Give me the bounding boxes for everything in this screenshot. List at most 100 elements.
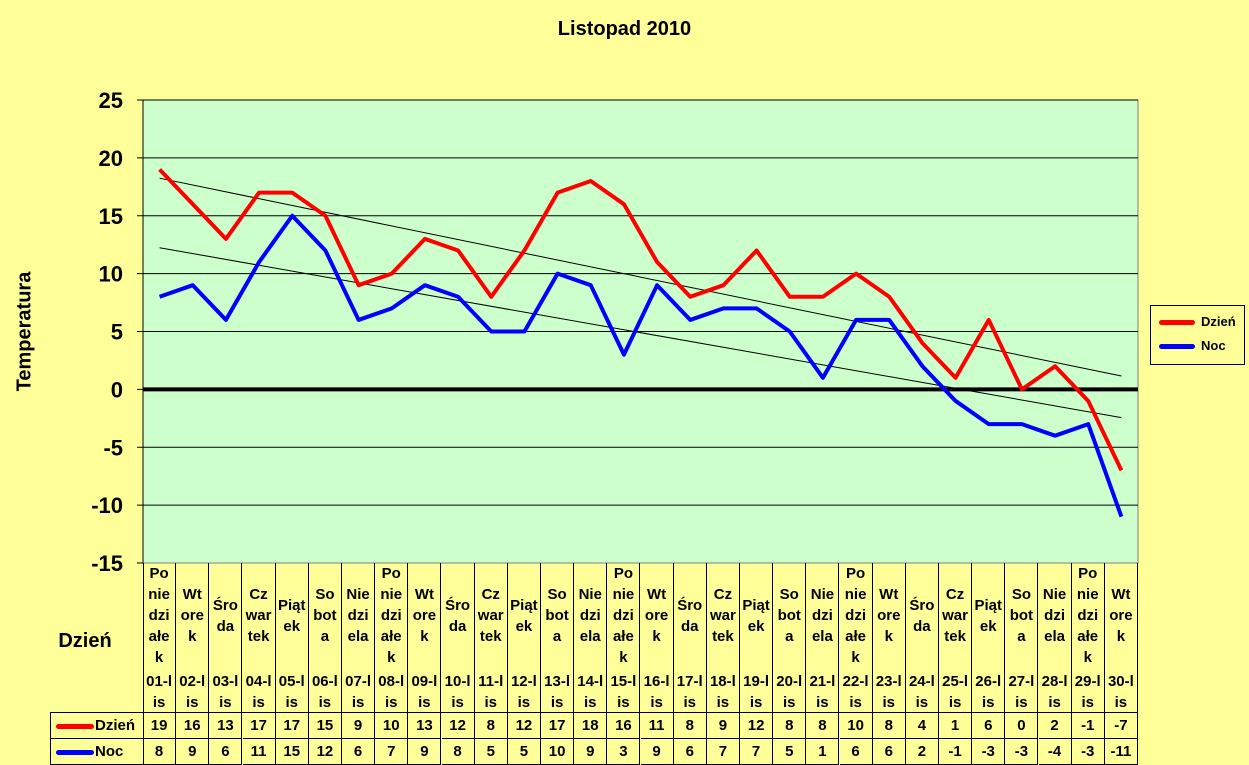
x-tick-label: 22-lis xyxy=(842,673,869,711)
category-column: Wtorek 09-lis xyxy=(408,563,442,713)
day-name-label: Piątek xyxy=(277,596,306,635)
data-label: 2 xyxy=(1038,713,1072,739)
day-name-label: Czwartek xyxy=(245,586,272,645)
data-label: 9 xyxy=(408,739,442,765)
day-name-label: Piątek xyxy=(510,596,538,635)
data-label: -3 xyxy=(1071,739,1105,765)
x-tick-label: 10-lis xyxy=(444,673,471,711)
data-label: 6 xyxy=(872,739,906,765)
data-label: 8 xyxy=(872,713,906,739)
day-name-label: Sobota xyxy=(777,586,801,645)
data-label: -1 xyxy=(1071,713,1105,739)
category-column: Niedziela 07-lis xyxy=(342,563,376,713)
data-label: 10 xyxy=(541,739,575,765)
data-label: 6 xyxy=(839,739,873,765)
category-column: Poniedziałek 15-lis xyxy=(607,563,641,713)
legend-label: Dzień xyxy=(1201,314,1236,329)
table-legend-Dzień: Dzień xyxy=(50,713,144,739)
legend-swatch xyxy=(1159,344,1195,349)
category-column: Sobota 20-lis xyxy=(773,563,807,713)
x-tick-label: 07-lis xyxy=(345,673,371,711)
day-name-label: Wtorek xyxy=(644,586,669,645)
day-name-label: Środa xyxy=(909,596,935,635)
data-label: 1 xyxy=(939,713,973,739)
category-column: Czwartek 18-lis xyxy=(707,563,740,713)
day-name-label: Niedziela xyxy=(1042,586,1067,645)
x-tick-label: 19-lis xyxy=(743,673,769,711)
day-name-label: Poniedziałek xyxy=(1076,565,1099,666)
data-label: 6 xyxy=(342,739,376,765)
data-label: 5 xyxy=(474,739,508,765)
day-name-label: Wtorek xyxy=(412,586,437,645)
x-tick-label: 14-lis xyxy=(577,673,604,711)
x-tick-label: 18-lis xyxy=(709,673,736,711)
legend-swatch xyxy=(56,724,94,729)
category-column: Środa 03-lis xyxy=(209,563,243,713)
category-column: Poniedziałek 22-lis xyxy=(840,563,873,713)
day-name-label: Niedziela xyxy=(578,586,602,645)
x-tick-label: 20-lis xyxy=(776,673,803,711)
data-label: 17 xyxy=(275,713,309,739)
x-tick-label: 11-lis xyxy=(478,673,504,711)
day-name-label: Piątek xyxy=(974,596,1002,635)
table-border-left xyxy=(143,563,144,765)
category-column: Wtorek 30-lis xyxy=(1105,563,1138,713)
x-tick-label: 27-lis xyxy=(1008,673,1035,711)
day-name-label: Niedziela xyxy=(810,586,835,645)
data-label: 10 xyxy=(375,713,409,739)
x-tick-label: 26-lis xyxy=(975,673,1002,711)
x-tick-label: 29-lis xyxy=(1074,673,1101,711)
x-tick-label: 08-lis xyxy=(378,673,405,711)
x-tick-label: 06-lis xyxy=(311,673,338,711)
x-tick-label: 13-lis xyxy=(544,673,570,711)
data-label: 18 xyxy=(574,713,608,739)
x-tick-label: 21-lis xyxy=(809,673,836,711)
x-tick-label: 12-lis xyxy=(510,673,537,711)
x-tick-label: 01-lis xyxy=(146,673,172,711)
day-name-label: Czwartek xyxy=(709,586,736,645)
data-label: 12 xyxy=(308,739,342,765)
legend-label: Dzień xyxy=(95,717,136,734)
category-column: Poniedziałek 01-lis xyxy=(143,563,177,713)
data-label: 19 xyxy=(143,713,177,739)
table-legend-Noc: Noc xyxy=(50,739,144,765)
data-label: 10 xyxy=(839,713,873,739)
category-column: Piątek 12-lis xyxy=(508,563,541,713)
data-label: 7 xyxy=(375,739,409,765)
data-label: 8 xyxy=(806,713,840,739)
data-label: 8 xyxy=(474,713,508,739)
y-tick-label: 25 xyxy=(99,88,123,113)
legend-swatch xyxy=(56,750,94,755)
data-label: 15 xyxy=(308,713,342,739)
data-label: 7 xyxy=(706,739,740,765)
category-column: Czwartek 11-lis xyxy=(475,563,508,713)
day-name-label: Czwartek xyxy=(477,586,504,645)
category-column: Czwartek 04-lis xyxy=(243,563,276,713)
y-tick-label: 10 xyxy=(99,262,123,287)
day-name-label: Sobota xyxy=(1009,586,1034,645)
category-column: Sobota 27-lis xyxy=(1005,563,1039,713)
day-name-label: Wtorek xyxy=(180,586,204,645)
data-label: 6 xyxy=(972,713,1006,739)
x-tick-label: 02-lis xyxy=(179,673,206,711)
data-label: 8 xyxy=(441,739,475,765)
data-label: -3 xyxy=(972,739,1006,765)
data-label: 16 xyxy=(176,713,210,739)
legend-label: Noc xyxy=(95,743,124,760)
x-tick-label: 05-lis xyxy=(278,673,305,711)
day-name-label: Środa xyxy=(677,596,703,635)
data-label: 9 xyxy=(706,713,740,739)
x-tick-label: 28-lis xyxy=(1041,673,1068,711)
x-tick-label: 09-lis xyxy=(411,673,438,711)
legend: Dzień Noc xyxy=(1150,305,1245,365)
data-label: 9 xyxy=(342,713,376,739)
day-name-label: Czwartek xyxy=(942,586,968,645)
data-label: 5 xyxy=(507,739,541,765)
data-label: 11 xyxy=(640,713,674,739)
data-label: 4 xyxy=(905,713,939,739)
data-label: -3 xyxy=(1005,739,1039,765)
day-name-label: Wtorek xyxy=(877,586,901,645)
day-name-label: Niedziela xyxy=(346,586,370,645)
data-label: 2 xyxy=(905,739,939,765)
